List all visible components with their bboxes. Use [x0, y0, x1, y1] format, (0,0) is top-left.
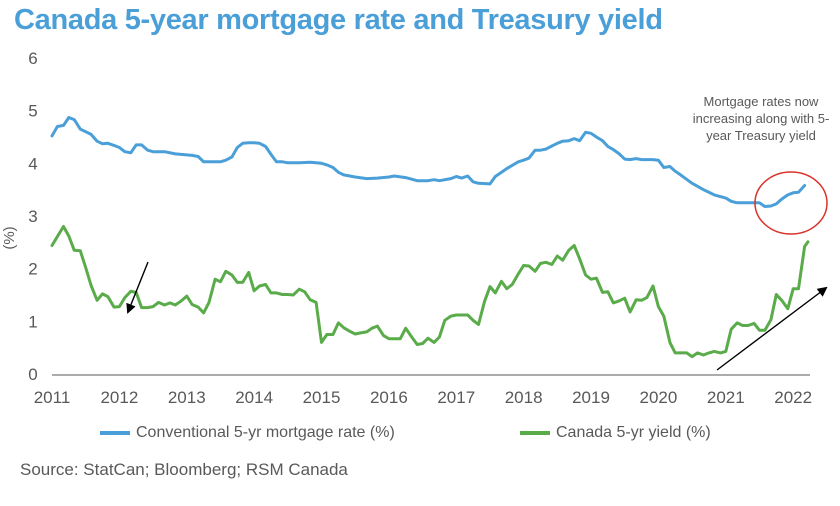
legend-label-yield: Canada 5-yr yield (%) — [556, 424, 711, 441]
legend-label-mortgage: Conventional 5-yr mortgage rate (%) — [136, 424, 395, 441]
x-tick-label: 2012 — [100, 388, 138, 407]
legend-swatch-mortgage — [100, 431, 130, 435]
y-tick-label: 0 — [28, 365, 37, 384]
down-arrow — [126, 261, 149, 314]
x-tick-label: 2015 — [303, 388, 341, 407]
x-tick-label: 2017 — [437, 388, 475, 407]
x-tick-label: 2018 — [505, 388, 543, 407]
x-axis: 2011 2012 2013 2014 2015 2016 2017 2018 2019 2020… — [34, 374, 812, 407]
x-tick-label: 2011 — [34, 388, 71, 407]
y-axis-label: (%) — [1, 226, 18, 249]
x-tick-label: 2014 — [235, 388, 273, 407]
x-tick-label: 2021 — [707, 388, 745, 407]
mortgage-rate-line — [50, 116, 807, 208]
y-tick-label: 6 — [28, 49, 37, 68]
y-tick-label: 3 — [28, 207, 37, 226]
legend-swatch-yield — [520, 431, 550, 435]
x-tick-label: 2016 — [370, 388, 408, 407]
y-tick-label: 4 — [28, 154, 37, 173]
y-tick-label: 5 — [28, 102, 37, 121]
x-tick-label: 2019 — [572, 388, 610, 407]
up-arrow — [716, 286, 828, 371]
source-note: Source: StatCan; Bloomberg; RSM Canada — [20, 460, 348, 479]
chart-plot: 0 1 2 3 4 5 6 2011 2012 2013 2014 2015 2016 2017 2018… — [1, 49, 828, 407]
highlight-circle — [754, 171, 828, 235]
treasury-yield-line — [50, 225, 810, 359]
annotation-note: Mortgage rates now increasing along with… — [692, 94, 830, 143]
series-layer — [50, 116, 810, 359]
y-tick-label: 1 — [28, 312, 37, 331]
y-tick-label: 2 — [28, 260, 37, 279]
legend-item-mortgage: Conventional 5-yr mortgage rate (%) — [100, 424, 395, 442]
x-tick-label: 2022 — [774, 388, 812, 407]
x-tick-label: 2013 — [168, 388, 206, 407]
y-axis: 0 1 2 3 4 5 6 — [28, 49, 37, 384]
chart-title: Canada 5-year mortgage rate and Treasury… — [14, 4, 663, 36]
legend-item-yield: Canada 5-yr yield (%) — [520, 424, 711, 442]
x-tick-label: 2020 — [639, 388, 677, 407]
